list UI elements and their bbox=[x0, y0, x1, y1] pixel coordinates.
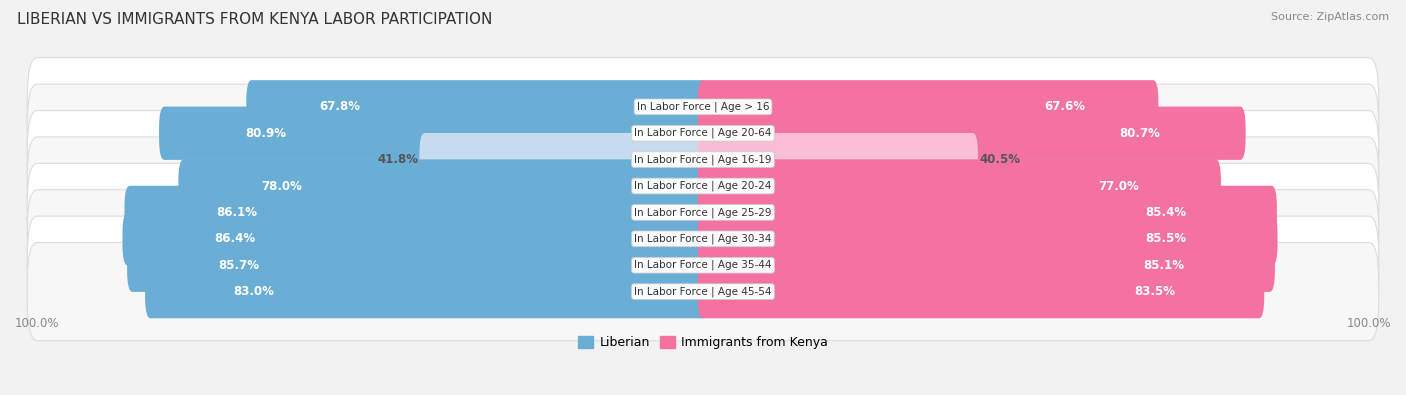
FancyBboxPatch shape bbox=[122, 212, 709, 265]
Text: In Labor Force | Age 25-29: In Labor Force | Age 25-29 bbox=[634, 207, 772, 218]
FancyBboxPatch shape bbox=[697, 159, 1220, 213]
FancyBboxPatch shape bbox=[27, 163, 1379, 261]
Text: In Labor Force | Age 30-34: In Labor Force | Age 30-34 bbox=[634, 233, 772, 244]
FancyBboxPatch shape bbox=[27, 58, 1379, 156]
FancyBboxPatch shape bbox=[697, 133, 979, 186]
Text: In Labor Force | Age 35-44: In Labor Force | Age 35-44 bbox=[634, 260, 772, 271]
FancyBboxPatch shape bbox=[697, 212, 1278, 265]
FancyBboxPatch shape bbox=[127, 239, 709, 292]
FancyBboxPatch shape bbox=[697, 239, 1275, 292]
FancyBboxPatch shape bbox=[697, 107, 1246, 160]
FancyBboxPatch shape bbox=[145, 265, 709, 318]
Text: LIBERIAN VS IMMIGRANTS FROM KENYA LABOR PARTICIPATION: LIBERIAN VS IMMIGRANTS FROM KENYA LABOR … bbox=[17, 12, 492, 27]
Text: In Labor Force | Age 16-19: In Labor Force | Age 16-19 bbox=[634, 154, 772, 165]
Text: 67.6%: 67.6% bbox=[1045, 100, 1085, 113]
Text: In Labor Force | Age 45-54: In Labor Force | Age 45-54 bbox=[634, 286, 772, 297]
FancyBboxPatch shape bbox=[27, 190, 1379, 288]
FancyBboxPatch shape bbox=[697, 186, 1277, 239]
Text: 78.0%: 78.0% bbox=[262, 180, 302, 192]
Text: 80.7%: 80.7% bbox=[1119, 127, 1160, 140]
Text: 40.5%: 40.5% bbox=[980, 153, 1021, 166]
FancyBboxPatch shape bbox=[27, 137, 1379, 235]
FancyBboxPatch shape bbox=[27, 216, 1379, 314]
Text: In Labor Force | Age > 16: In Labor Force | Age > 16 bbox=[637, 102, 769, 112]
Text: 85.5%: 85.5% bbox=[1146, 232, 1187, 245]
Text: 83.0%: 83.0% bbox=[233, 285, 274, 298]
Text: 85.4%: 85.4% bbox=[1144, 206, 1187, 219]
FancyBboxPatch shape bbox=[179, 159, 709, 213]
FancyBboxPatch shape bbox=[697, 265, 1264, 318]
FancyBboxPatch shape bbox=[697, 80, 1159, 134]
Text: 41.8%: 41.8% bbox=[377, 153, 418, 166]
Text: 67.8%: 67.8% bbox=[319, 100, 360, 113]
FancyBboxPatch shape bbox=[125, 186, 709, 239]
Text: 80.9%: 80.9% bbox=[245, 127, 287, 140]
Text: 85.7%: 85.7% bbox=[218, 259, 259, 272]
Legend: Liberian, Immigrants from Kenya: Liberian, Immigrants from Kenya bbox=[574, 331, 832, 354]
FancyBboxPatch shape bbox=[246, 80, 709, 134]
Text: In Labor Force | Age 20-24: In Labor Force | Age 20-24 bbox=[634, 181, 772, 191]
FancyBboxPatch shape bbox=[159, 107, 709, 160]
FancyBboxPatch shape bbox=[419, 133, 709, 186]
Text: 77.0%: 77.0% bbox=[1098, 180, 1139, 192]
Text: In Labor Force | Age 20-64: In Labor Force | Age 20-64 bbox=[634, 128, 772, 139]
Text: Source: ZipAtlas.com: Source: ZipAtlas.com bbox=[1271, 12, 1389, 22]
FancyBboxPatch shape bbox=[27, 243, 1379, 341]
Text: 85.1%: 85.1% bbox=[1143, 259, 1185, 272]
FancyBboxPatch shape bbox=[27, 111, 1379, 209]
FancyBboxPatch shape bbox=[27, 84, 1379, 182]
Text: 86.1%: 86.1% bbox=[215, 206, 257, 219]
Text: 83.5%: 83.5% bbox=[1135, 285, 1175, 298]
Text: 86.4%: 86.4% bbox=[214, 232, 256, 245]
